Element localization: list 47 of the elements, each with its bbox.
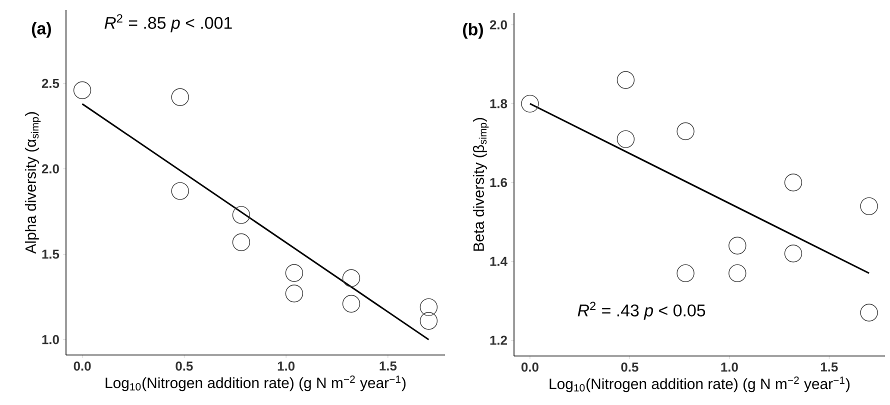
text: (b) [463,23,483,39]
y-tick-label: 1.8 [490,99,508,108]
y-tick-label: 2.0 [490,20,507,30]
point [860,197,878,216]
point [342,269,360,287]
x-tick-label: 0.5 [621,362,638,372]
x-axis-title: Log$_{10}$(Nitrogen addition rate) (g N m$^{−2}$ year$^{−1}$) [550,376,850,392]
x-tick-label: 0.0 [74,362,91,371]
x-axis-title: Log$_{10}$(Nitrogen addition rate) (g N m$^{−2}$ year$^{−1}$) [106,376,406,392]
point [728,236,746,254]
point [860,304,878,322]
point [616,130,635,148]
point [342,294,360,313]
point [676,264,694,282]
point [285,284,304,302]
x-tick-label: 0.0 [521,362,538,372]
x-tick-label: 0.5 [176,362,193,371]
y-tick-label: 1.6 [490,178,508,188]
point [232,233,250,252]
x-tick-label: 1.5 [820,362,838,372]
point [171,182,189,200]
point [521,94,539,113]
x-tick-label: 1.0 [278,362,295,371]
x-tick-label: 1.0 [721,362,738,372]
y-axis-title: Beta diversity (β$_{simp}$) [473,118,489,251]
annotation: R$^{2}$ = .85 p < .001 [104,14,232,32]
point [728,264,746,282]
point [784,244,802,262]
point [784,174,802,192]
point [285,264,304,282]
annotation: R$^{2}$ = .43 p < 0.05 [578,302,706,320]
x-tick-label: 1.5 [380,362,397,371]
point [676,122,694,140]
y-tick-label: 2.0 [42,164,59,174]
point [420,298,438,316]
y-tick-label: 2.5 [42,78,60,88]
y-tick-label: 1.5 [42,250,60,259]
point [616,71,635,89]
y-tick-label: 1.0 [42,335,59,344]
text: (a) [32,22,51,38]
point [420,312,438,330]
point [73,81,92,100]
point [232,206,250,224]
y-axis-title: Alpha diversity (α$_{simp}$) [25,112,41,254]
y-tick-label: 1.2 [490,336,507,345]
point [171,88,189,106]
y-tick-label: 1.4 [490,256,508,266]
